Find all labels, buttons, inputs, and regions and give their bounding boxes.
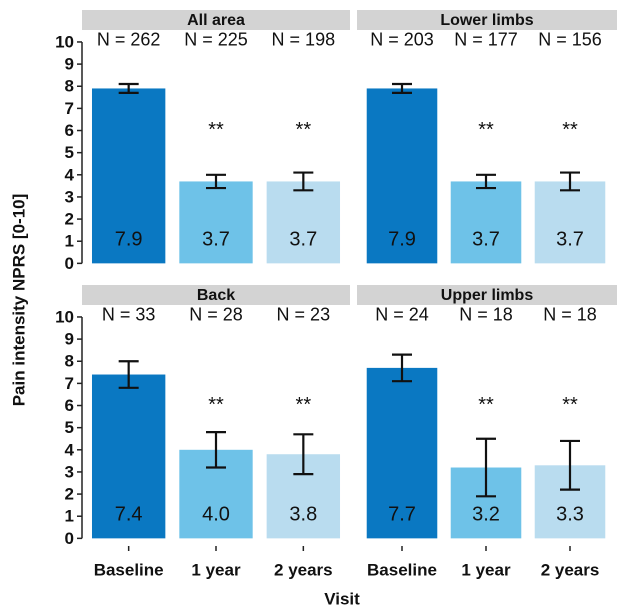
n-label: N = 28 [189,305,243,325]
error-bar [560,439,580,491]
y-tick-label: 0 [65,254,74,273]
significance: ** [562,394,578,416]
value-label: 3.8 [289,503,317,525]
x-tick-label: 2 years [541,560,600,579]
n-label: N = 262 [97,30,161,50]
y-tick-label: 3 [65,462,74,481]
y-tick-label: 7 [65,374,74,393]
error-bar [118,360,139,389]
y-tick-label: 1 [65,232,74,251]
n-label: N = 18 [543,305,597,325]
y-tick-label: 5 [65,418,74,437]
bar [266,181,341,264]
significance: ** [208,394,224,416]
strip [82,10,350,30]
n-label: N = 24 [375,305,429,325]
y-axis-label: Pain intensity NPRS [0-10] [9,194,28,407]
y-tick-label: 6 [65,396,74,415]
n-label: N = 177 [454,30,518,50]
strip [357,285,617,305]
value-label: 7.9 [388,228,416,250]
value-label: 3.7 [472,228,500,250]
value-label: 7.4 [115,503,143,525]
y-tick-label: 1 [65,507,74,526]
n-label: N = 198 [272,30,336,50]
value-label: 3.3 [556,503,584,525]
panel-title: Lower limbs [440,12,533,29]
error-bar [206,430,226,469]
bar [366,88,438,264]
value-label: 7.9 [115,228,143,250]
value-label: 4.0 [202,503,230,525]
n-label: N = 156 [538,30,602,50]
x-axis-label: Visit [324,589,360,608]
error-bar [476,437,496,498]
error-bar [392,353,412,383]
significance: ** [208,119,224,141]
y-tick-label: 2 [65,210,74,229]
x-tick-label: Baseline [94,560,164,579]
x-tick-label: 2 years [274,560,333,579]
significance: ** [478,394,494,416]
significance: ** [478,119,494,141]
y-tick-label: 7 [65,99,74,118]
bar [91,374,166,539]
y-tick-label: 4 [65,165,75,184]
y-tick-label: 10 [55,32,74,51]
n-label: N = 18 [459,305,513,325]
y-tick-label: 8 [65,77,74,96]
error-bar [476,173,496,190]
panel-title: Upper limbs [441,287,534,304]
significance: ** [296,394,312,416]
y-tick-label: 10 [55,307,74,326]
n-label: N = 33 [102,305,156,325]
error-bar [118,82,139,94]
value-label: 3.7 [289,228,317,250]
significance: ** [562,119,578,141]
bar [366,367,438,539]
panel-title: All area [187,12,245,29]
y-tick-label: 9 [65,55,74,74]
y-tick-label: 3 [65,187,74,206]
panel-title: Back [197,287,235,304]
n-label: N = 203 [370,30,434,50]
y-tick-label: 8 [65,352,74,371]
error-bar [206,173,226,190]
error-bar [560,171,580,192]
x-tick-label: 1 year [191,560,241,579]
y-tick-label: 0 [65,529,74,548]
error-bar [293,433,314,476]
bar [91,88,166,264]
significance: ** [296,119,312,141]
bar [179,181,253,264]
error-bar [293,171,314,192]
value-label: 3.2 [472,503,500,525]
value-label: 3.7 [202,228,230,250]
y-tick-label: 4 [65,440,75,459]
y-tick-label: 5 [65,143,74,162]
bar [534,181,606,264]
error-bar [392,82,412,94]
x-tick-label: Baseline [367,560,437,579]
n-label: N = 225 [184,30,248,50]
x-tick-label: 1 year [461,560,511,579]
bar [450,181,522,264]
y-tick-label: 9 [65,330,74,349]
strip [82,285,350,305]
value-label: 3.7 [556,228,584,250]
y-tick-label: 2 [65,485,74,504]
value-label: 7.7 [388,503,416,525]
n-label: N = 23 [277,305,331,325]
strip [357,10,617,30]
y-tick-label: 6 [65,121,74,140]
